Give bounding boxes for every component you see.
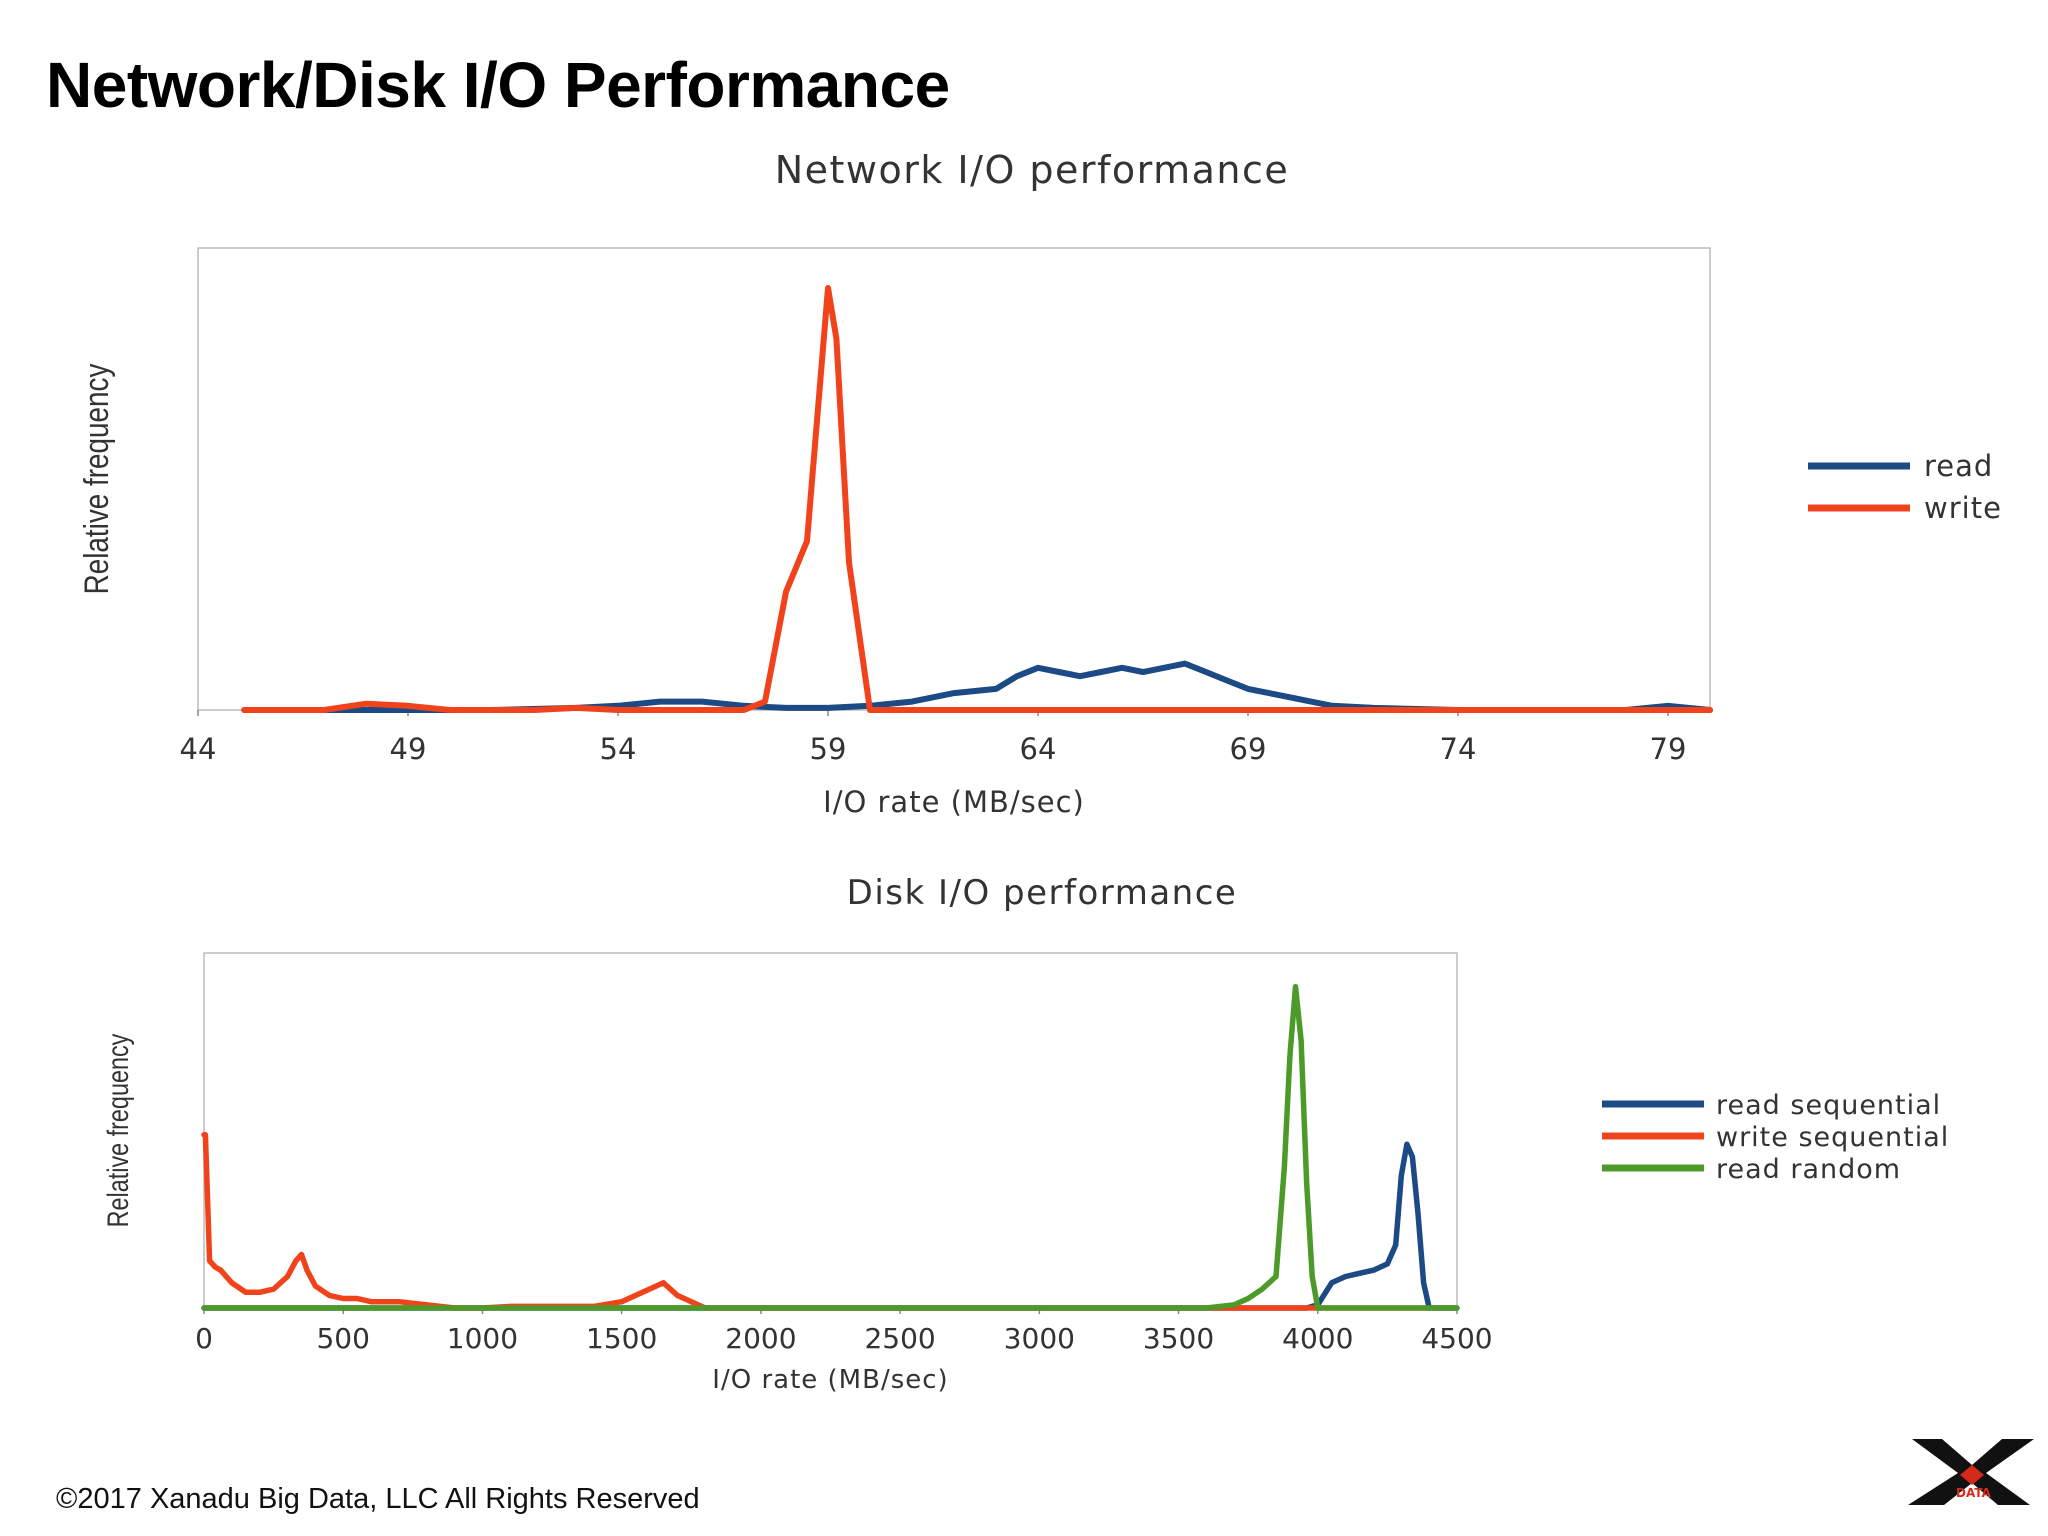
legend-label-write: write [1924,491,2002,525]
copyright-footer: ©2017 Xanadu Big Data, LLC All Rights Re… [56,1483,700,1515]
legend-label-read-sequential: read sequential [1716,1090,1941,1121]
legend-label-write-sequential: write sequential [1716,1122,1949,1153]
x-tick-label: 3000 [1004,1322,1075,1355]
x-tick-label: 2500 [864,1322,935,1355]
x-tick-label: 4500 [1421,1322,1492,1355]
series-line-write-sequential [201,1132,1432,1311]
series-line-read-random [201,983,1460,1311]
x-tick-label: 2000 [725,1322,796,1355]
svg-text:B: B [1938,1467,1946,1480]
x-tick-label: 64 [1020,732,1057,766]
legend-label-read: read [1924,449,1993,483]
x-tick-label: 3500 [1143,1322,1214,1355]
legend: read write [1808,449,2002,525]
x-axis-label: I/O rate (MB/sec) [712,1365,948,1395]
x-tick-label: 0 [195,1322,213,1355]
x-tick-label: 500 [316,1322,369,1355]
x-tick-label: 1000 [447,1322,518,1355]
network-io-chart: Network I/O performance 44 49 54 59 64 69 74 79 I… [77,148,2002,819]
x-tick-label: 69 [1230,732,1267,766]
x-tick-label: 4000 [1282,1322,1353,1355]
x-tick-label: 59 [810,732,847,766]
y-axis-label: Relative frequency [77,363,115,594]
plot-frame [203,952,1458,1309]
legend-label-read-random: read random [1716,1154,1901,1185]
disk-io-chart: Disk I/O performance 0 500 1000 1500 2000 2500… [101,873,1949,1395]
xanadu-logo-icon: B G DATA [1908,1439,2034,1505]
chart-title: Disk I/O performance [847,873,1238,913]
y-axis-label: Relative frequency [101,1033,134,1227]
x-tick-label: 54 [600,732,637,766]
x-tick-label: 79 [1650,732,1687,766]
svg-text:DATA: DATA [1956,1486,1992,1500]
x-tick-label: 49 [390,732,427,766]
chart-title: Network I/O performance [775,148,1290,192]
x-tick-label: 74 [1440,732,1477,766]
series-line-read [241,660,1713,713]
x-axis-label: I/O rate (MB/sec) [823,785,1085,819]
series-line-write [241,285,1713,713]
slide-title: Network/Disk I/O Performance [46,49,950,121]
svg-text:G: G [2002,1467,2011,1480]
x-tick-label: 1500 [586,1322,657,1355]
plot-frame [197,247,1711,711]
x-tick-label: 44 [180,732,217,766]
